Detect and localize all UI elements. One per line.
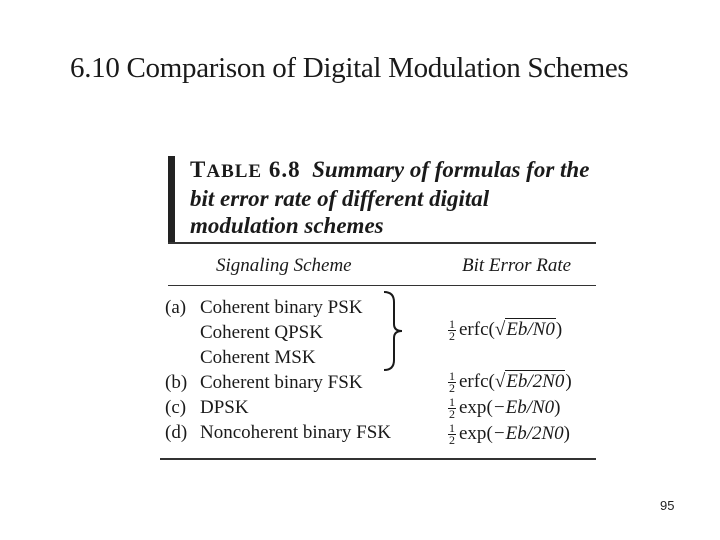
caption-bar <box>168 156 175 244</box>
table-row: (d) Noncoherent binary FSK <box>165 422 392 443</box>
table-caption-text: Summary of formulas for the bit error ra… <box>190 157 590 238</box>
rate-formula-b: 1 2 erfc(√Eb/2N0) <box>448 369 572 396</box>
table-header-rule <box>168 285 596 286</box>
table-row: (b) Coherent binary FSK <box>165 372 363 393</box>
grouping-brace <box>383 291 403 371</box>
column-header-rate: Bit Error Rate <box>462 255 572 276</box>
table-row: Coherent MSK <box>200 347 316 368</box>
column-header-scheme: Signaling Scheme <box>216 255 352 276</box>
scheme-list: (a) Coherent binary PSK Coherent QPSK Coh… <box>165 295 391 445</box>
table-row: (a) Coherent binary PSK <box>165 297 363 318</box>
table-bottom-rule <box>160 458 596 460</box>
table-top-rule <box>168 242 596 244</box>
page-number: 95 <box>660 498 675 513</box>
rate-formula-a: 1 2 erfc(√Eb/N0) <box>448 317 563 344</box>
table-row: (c) DPSK <box>165 397 249 418</box>
table-label: TABLE 6.8 <box>190 157 301 182</box>
section-heading: 6.10 Comparison of Digital Modulation Sc… <box>70 52 629 84</box>
rate-formula-d: 1 2 exp(−Eb/2N0) <box>448 421 570 448</box>
rate-formula-c: 1 2 exp(−Eb/N0) <box>448 395 561 422</box>
table-caption: TABLE 6.8 Summary of formulas for the bi… <box>190 156 600 239</box>
table-row: Coherent QPSK <box>200 322 323 343</box>
